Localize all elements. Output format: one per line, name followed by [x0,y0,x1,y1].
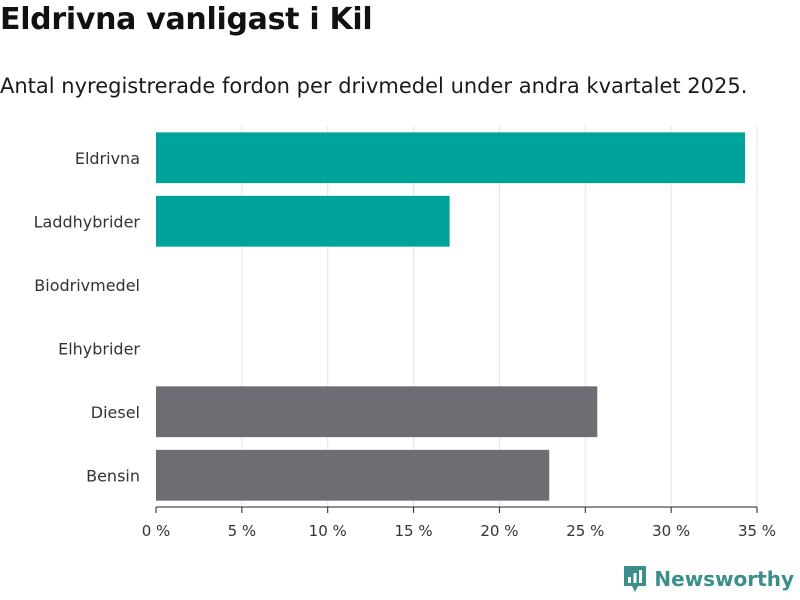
newsworthy-logo-icon [624,566,647,592]
category-label: Elhybrider [58,339,140,358]
bar-eldrivna [156,132,745,184]
category-label: Bensin [86,466,140,485]
x-tick-label: 0 % [142,522,171,540]
x-tick-label: 25 % [566,522,604,540]
brand-name: Newsworthy [654,567,794,591]
x-tick-label: 10 % [309,522,347,540]
bar-bensin [156,449,550,501]
category-label: Laddhybrider [34,212,141,231]
category-label: Diesel [91,403,140,422]
category-label: Biodrivmedel [34,276,140,295]
category-label: Eldrivna [75,149,140,168]
chart-title: Eldrivna vanligast i Kil [0,2,373,37]
x-tick-label: 20 % [480,522,518,540]
x-tick-label: 35 % [738,522,776,540]
chart-subtitle: Antal nyregistrerade fordon per drivmede… [0,74,748,98]
x-tick-label: 30 % [652,522,690,540]
bar-diesel [156,386,598,438]
bar-laddhybrider [156,195,450,247]
x-tick-label: 5 % [228,522,257,540]
brand-logo: Newsworthy [622,564,794,594]
x-tick-label: 15 % [395,522,433,540]
